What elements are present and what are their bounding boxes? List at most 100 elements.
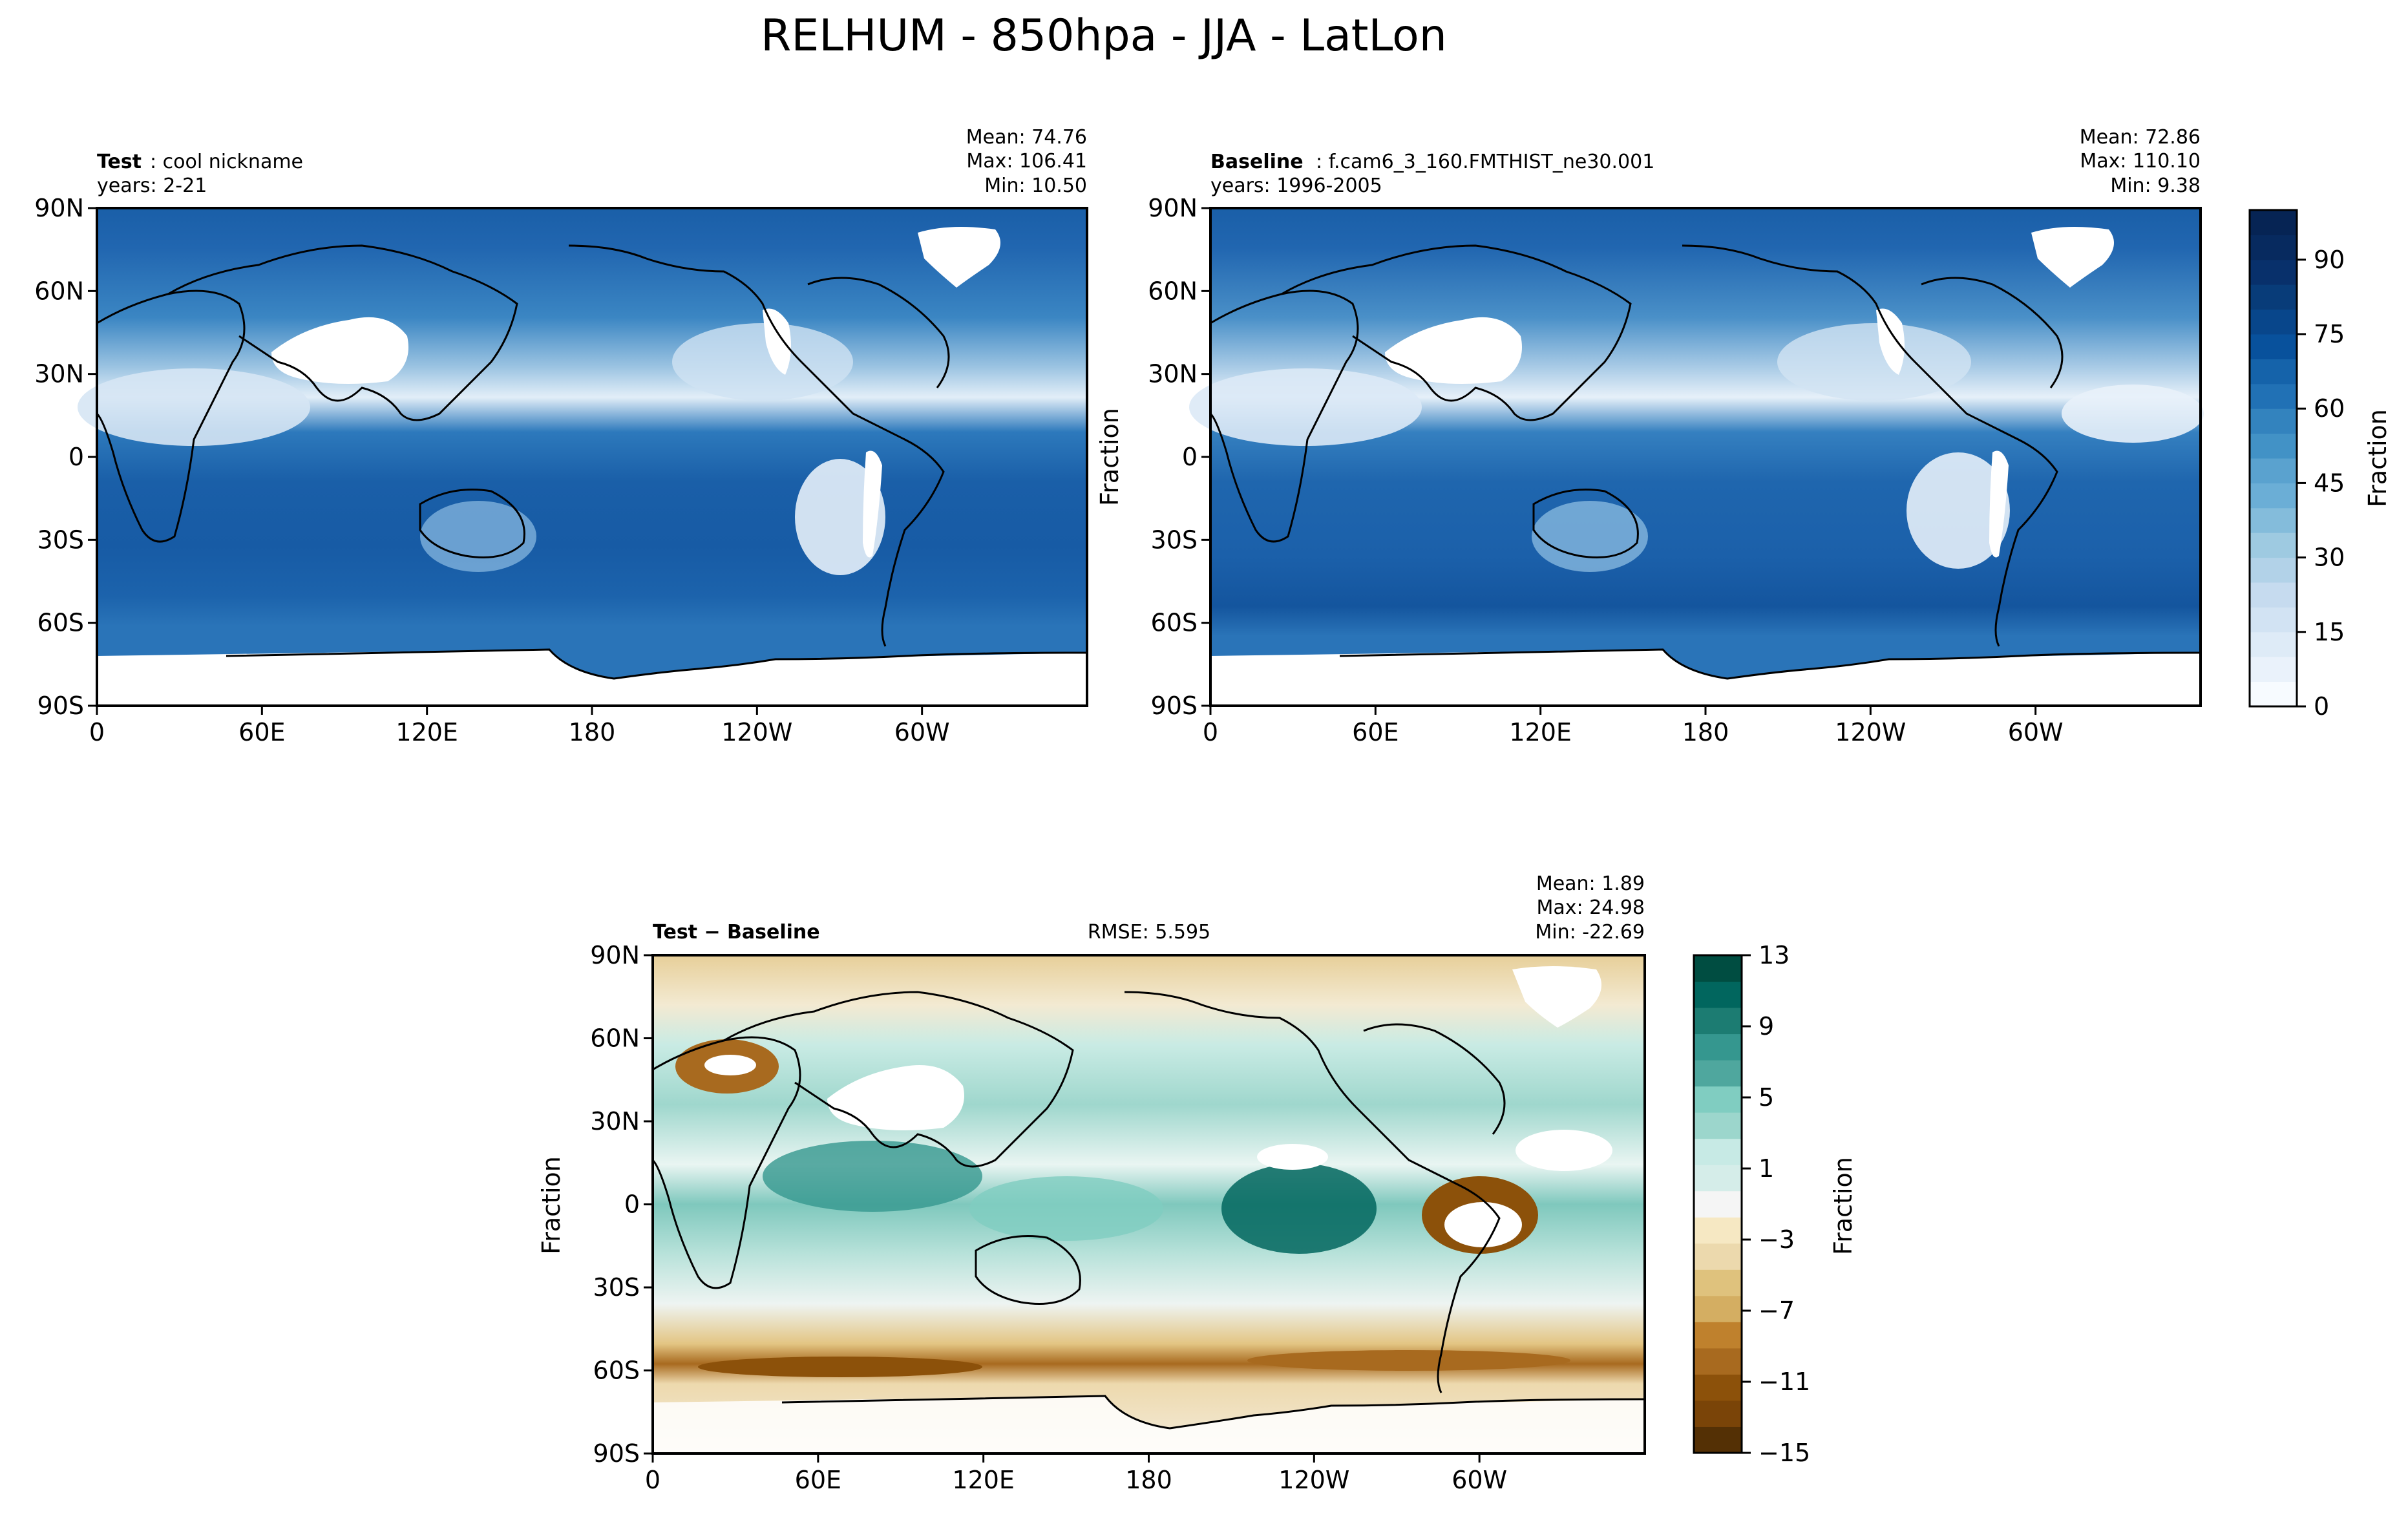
baseline-ytick-label: 0 — [1182, 443, 1198, 471]
diff-panel: Test − Baseline RMSE: 5.595 Mean: 1.89 M… — [537, 872, 1857, 1494]
baseline-mask-andes — [1989, 450, 2009, 558]
baseline-colorbar-tick-label: 75 — [2314, 320, 2345, 348]
diff-colorbar-swatch — [1694, 1400, 1742, 1427]
diff-colorbar: 13 9 5 1 −3 −7 −11 −15 Fraction — [1693, 941, 1857, 1467]
baseline-mask-antarctica — [1210, 650, 2201, 706]
diff-colorbar-tick-label: 1 — [1758, 1154, 1774, 1183]
baseline-coastlines — [1209, 244, 2201, 680]
diff-ytick-label: 30N — [590, 1107, 640, 1136]
baseline-colorbar-swatch — [2250, 507, 2297, 533]
baseline-colorbar-swatch — [2250, 657, 2297, 682]
diff-colorbar-swatch — [1694, 1190, 1742, 1218]
diff-stat-min: Min: -22.69 — [1535, 921, 1645, 944]
test-mask-antarctica — [97, 650, 1087, 706]
diff-colorbar-tick-label: 13 — [1758, 941, 1790, 969]
test-mask-andes — [863, 450, 882, 558]
baseline-colorbar-tick-label: 60 — [2314, 394, 2345, 423]
baseline-xtick-label: 60W — [2008, 718, 2064, 746]
diff-colorbar-swatch — [1694, 1086, 1742, 1113]
baseline-yticks: 90N 60N 30N 0 30S 60S 90S — [1148, 194, 1210, 720]
baseline-colorbar-swatch — [2250, 433, 2297, 459]
test-dry-region-atlantic — [78, 368, 310, 446]
diff-colorbar-swatches — [1694, 955, 1742, 1453]
diff-mask-greenland — [1512, 966, 1601, 1028]
diff-anomaly-pacific-mask — [1257, 1144, 1328, 1170]
baseline-xtick-label: 180 — [1682, 718, 1729, 746]
baseline-colorbar-tick-label: 90 — [2314, 246, 2345, 274]
diff-colorbar-swatch — [1694, 1138, 1742, 1165]
test-stat-max: Max: 106.41 — [966, 150, 1087, 173]
diff-title: Test − Baseline — [653, 921, 820, 944]
test-dry-region-australia — [420, 501, 536, 572]
diff-colorbar-swatch — [1694, 1112, 1742, 1139]
diff-xtick-label: 180 — [1125, 1466, 1172, 1494]
diff-map — [651, 954, 1646, 1455]
test-stat-min: Min: 10.50 — [984, 174, 1087, 197]
diff-yticks: 90N 60N 30N 0 30S 60S 90S — [590, 941, 653, 1468]
diff-ytick-label: 90S — [593, 1439, 640, 1468]
baseline-xtick-label: 0 — [1203, 718, 1218, 746]
baseline-colorbar-tick-label: 15 — [2314, 618, 2345, 646]
baseline-ytick-label: 90S — [1151, 692, 1198, 720]
diff-anomaly-indian-ocean — [763, 1141, 982, 1212]
diff-ytick-label: 30S — [593, 1273, 640, 1302]
diff-colorbar-tick-label: −11 — [1758, 1368, 1810, 1396]
diff-colorbar-swatch — [1694, 1060, 1742, 1087]
baseline-colorbar-swatch — [2250, 607, 2297, 633]
diff-anomaly-amazon-mask — [1444, 1202, 1522, 1247]
baseline-dry-region-pacific — [1777, 323, 1971, 401]
baseline-colorbar: 0 15 30 45 60 75 90 Fraction — [2248, 209, 2392, 721]
baseline-ytick-label: 30S — [1151, 525, 1198, 554]
diff-coastlines — [651, 991, 1645, 1430]
test-ytick-label: 30S — [37, 525, 84, 554]
diff-colorbar-swatch — [1694, 1033, 1742, 1061]
baseline-title-bold: Baseline — [1210, 151, 1304, 173]
baseline-ylabel: Fraction — [1095, 408, 1124, 506]
test-xtick-label: 180 — [569, 718, 616, 746]
test-xtick-label: 120W — [721, 718, 792, 746]
baseline-xtick-label: 60E — [1352, 718, 1399, 746]
test-dry-region-south-pacific — [795, 459, 885, 575]
baseline-map — [1189, 207, 2204, 707]
baseline-map-field — [1210, 208, 2201, 706]
baseline-colorbar-swatch — [2250, 284, 2297, 310]
diff-ytick-label: 60S — [593, 1357, 640, 1385]
baseline-colorbar-label: Fraction — [2363, 409, 2392, 507]
test-dry-region-pacific — [672, 323, 853, 401]
diff-stat-mean: Mean: 1.89 — [1536, 872, 1645, 895]
diff-anomaly-west-pacific — [969, 1176, 1163, 1241]
test-coastlines — [96, 244, 1088, 680]
baseline-xtick-label: 120W — [1835, 718, 1906, 746]
baseline-colorbar-swatch — [2250, 458, 2297, 483]
diff-anomaly-southern-indian — [698, 1357, 982, 1377]
test-xtick-label: 60W — [894, 718, 950, 746]
diff-colorbar-swatch — [1694, 1008, 1742, 1035]
diff-colorbar-tick-label: −7 — [1758, 1296, 1795, 1325]
test-xtick-label: 120E — [396, 718, 458, 746]
baseline-panel: Baseline : f.cam6_3_160.FMTHIST_ne30.001… — [1095, 126, 2392, 746]
test-ytick-label: 60N — [34, 277, 84, 305]
test-xtick-label: 0 — [89, 718, 105, 746]
diff-mask-tibet — [827, 1065, 964, 1130]
diff-xtick-label: 60W — [1452, 1466, 1507, 1494]
baseline-dry-region-east-pacific — [2062, 385, 2204, 443]
baseline-colorbar-tick-label: 45 — [2314, 469, 2345, 497]
test-mask-rockies — [763, 308, 791, 375]
baseline-xticks: 0 60E 120E 180 120W 60W — [1203, 706, 2064, 746]
diff-colorbar-swatch — [1694, 1217, 1742, 1244]
test-mask-greenland — [918, 227, 1000, 288]
baseline-colorbar-swatches — [2250, 210, 2297, 707]
baseline-colorbar-swatch — [2250, 359, 2297, 385]
diff-colorbar-label: Fraction — [1829, 1157, 1857, 1255]
baseline-ytick-label: 30N — [1148, 360, 1198, 388]
baseline-colorbar-swatch — [2250, 483, 2297, 509]
diff-stat-max: Max: 24.98 — [1536, 896, 1645, 919]
diff-colorbar-swatch — [1694, 1426, 1742, 1453]
diff-anomaly-europe-core — [704, 1055, 756, 1075]
diff-ytick-label: 0 — [624, 1190, 640, 1219]
diff-colorbar-swatch — [1694, 1165, 1742, 1192]
test-ytick-label: 30N — [34, 360, 84, 388]
baseline-mask-tibet — [1385, 317, 1522, 384]
test-xticks: 0 60E 120E 180 120W 60W — [89, 706, 950, 746]
diff-ylabel: Fraction — [537, 1156, 565, 1254]
